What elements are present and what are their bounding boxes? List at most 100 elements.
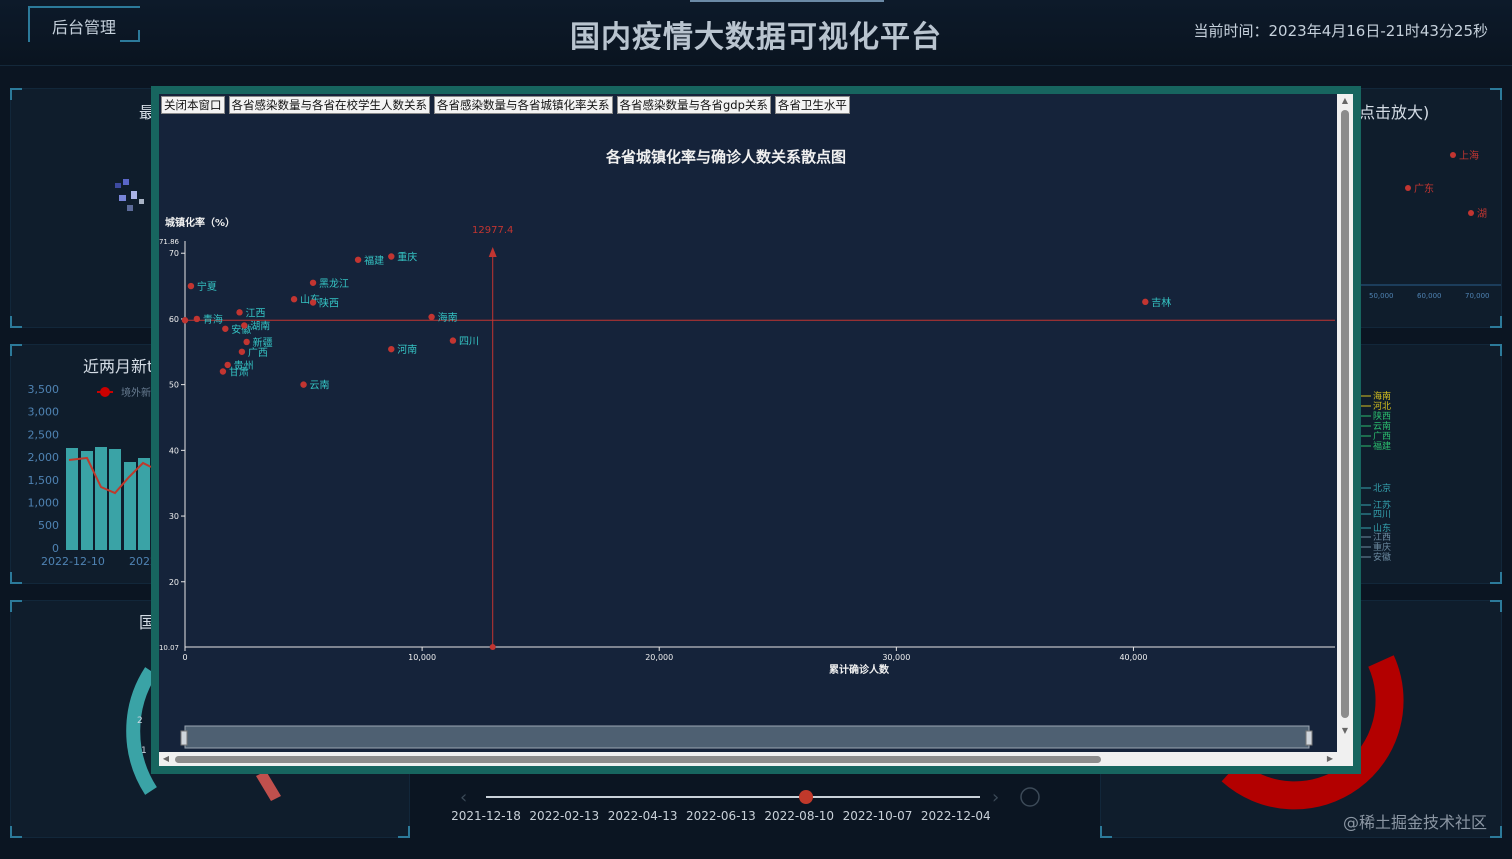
point-label: 湖南 <box>250 319 270 332</box>
title-decoration <box>690 0 884 2</box>
point-label: 云南 <box>310 379 330 392</box>
tab-urbanization[interactable]: 各省感染数量与各省城镇化率关系 <box>434 96 613 114</box>
scatter-point[interactable] <box>428 313 435 321</box>
scatter-point[interactable] <box>241 322 248 329</box>
bg-y-tick: 2,500 <box>28 428 60 441</box>
scatter-point[interactable] <box>236 309 243 316</box>
scatter-point[interactable] <box>193 315 201 323</box>
point-label: 陕西 <box>319 297 339 310</box>
modal-tabbar: 关闭本窗口 各省感染数量与各省在校学生人数关系 各省感染数量与各省城镇化率关系 … <box>161 96 850 114</box>
scatter-point[interactable] <box>187 282 195 290</box>
pie-label: 福建 <box>1373 440 1391 452</box>
timeline-date[interactable]: 2022-02-13 <box>529 809 599 823</box>
datazoom-right-handle[interactable] <box>1305 730 1313 746</box>
horizontal-scrollbar[interactable]: ◀ ▶ <box>159 752 1337 766</box>
point-label: 江西 <box>246 307 266 319</box>
x-tick-label: 0 <box>182 653 187 662</box>
timeline-date[interactable]: 2022-12-04 <box>921 809 991 823</box>
pie-label: 江西 <box>1373 532 1391 543</box>
scroll-down-icon[interactable]: ▼ <box>1341 726 1349 735</box>
markline-arrow-icon <box>488 247 497 257</box>
timeline-date[interactable]: 2022-06-13 <box>686 809 756 823</box>
bg-y-tick: 0 <box>52 542 59 555</box>
timeline-date[interactable]: 2022-10-07 <box>843 809 913 823</box>
markline-x-start <box>489 644 496 650</box>
pie-label: 重庆 <box>1373 541 1391 553</box>
point-label: 福建 <box>364 254 384 267</box>
mid-left-chart-fragment: 境外新 3,500 3,000 2,500 2,000 1,500 1,000 500 0 2… <box>28 383 151 568</box>
datazoom-left-handle[interactable] <box>180 730 188 746</box>
scroll-right-icon[interactable]: ▶ <box>1326 754 1334 763</box>
scatter-point[interactable] <box>224 361 231 369</box>
y-tick-label: 30 <box>169 512 179 521</box>
vertical-scroll-thumb[interactable] <box>1341 110 1349 718</box>
scatter-point[interactable] <box>309 299 317 306</box>
timeline-next-icon[interactable]: › <box>992 787 999 808</box>
horizontal-scroll-thumb[interactable] <box>175 756 1101 763</box>
chart-modal: 关闭本窗口 各省感染数量与各省在校学生人数关系 各省感染数量与各省城镇化率关系 … <box>151 86 1361 774</box>
scatter-point[interactable] <box>300 381 307 388</box>
point-label: 贵州 <box>234 359 254 372</box>
timeline-prev-icon[interactable]: ‹ <box>460 787 467 808</box>
scatter-point[interactable] <box>388 345 395 353</box>
scatter-point[interactable] <box>222 325 229 332</box>
x-axis-label: 累计确诊人数 <box>829 663 890 676</box>
y-tick-label: 50 <box>169 381 179 390</box>
donut-fragment <box>1221 655 1404 810</box>
timeline-handle[interactable] <box>799 790 813 804</box>
page-title: 国内疫情大数据可视化平台 <box>570 20 942 55</box>
scatter-point[interactable] <box>388 253 395 260</box>
point-label: 青海 <box>203 313 223 326</box>
point-label: 山东 <box>300 293 320 306</box>
bg-y-tick: 3,500 <box>28 383 60 396</box>
timeline-date[interactable]: 2022-08-10 <box>764 809 834 823</box>
current-time: 当前时间：2023年4月16日-21时43分25秒 <box>1193 22 1488 40</box>
close-window-button[interactable]: 关闭本窗口 <box>161 96 225 114</box>
scatter-point[interactable] <box>354 256 362 263</box>
scatter-point[interactable] <box>219 368 227 375</box>
y-tick-label: 60 <box>169 315 179 324</box>
point-label: 宁夏 <box>197 280 217 293</box>
point-label: 新疆 <box>253 336 273 349</box>
scroll-left-icon[interactable]: ◀ <box>162 754 170 763</box>
bg-y-tick: 1,500 <box>28 474 60 487</box>
scatter-point[interactable] <box>1142 298 1149 306</box>
scatter-point[interactable] <box>243 338 250 346</box>
y-axis-label: 城镇化率（%） <box>165 216 235 229</box>
admin-link[interactable]: 后台管理 <box>52 18 117 37</box>
point-label: 甘肃 <box>229 365 249 378</box>
point-label: 四川 <box>459 337 479 348</box>
datazoom-slider[interactable] <box>184 725 1310 749</box>
y-tick-label: 20 <box>169 578 179 587</box>
tab-gdp[interactable]: 各省感染数量与各省gdp关系 <box>616 96 771 114</box>
top-right-bar-fragment: 上海 广东 湖 50,000 60,000 70,000 <box>1351 149 1501 300</box>
point-label: 海南 <box>438 311 458 324</box>
scatter-chart: 各省城镇化率与确诊人数关系散点图 城镇化率（%） 累计确诊人数 20 30 40 50… <box>159 148 1335 749</box>
point-label: 黑龙江 <box>319 277 349 290</box>
point-label: 重庆 <box>397 251 417 264</box>
timeline-pause-icon[interactable] <box>1020 787 1040 807</box>
scatter-point[interactable] <box>309 279 317 286</box>
timeline-date[interactable]: 2022-04-13 <box>608 809 678 823</box>
tab-students[interactable]: 各省感染数量与各省在校学生人数关系 <box>228 96 430 114</box>
scatter-point[interactable] <box>181 317 189 324</box>
scatter-point[interactable] <box>449 337 457 344</box>
gauge-tick-1: 1 <box>141 746 147 756</box>
xtick-date-0: 2022-12-10 <box>41 555 105 568</box>
timeline[interactable]: ‹ › 2021-12-18 2022-02-13 2022-04-13 2022-0… <box>440 780 1060 830</box>
panel-mid-left-title: 近两月新t <box>83 357 154 376</box>
xtick-70000: 70,000 <box>1465 292 1490 300</box>
vertical-scrollbar[interactable]: ▲ ▼ <box>1337 94 1353 766</box>
admin-frame-corner <box>120 30 140 42</box>
gauge-tick-2: 2 <box>137 716 143 726</box>
admin-frame <box>28 6 140 42</box>
scroll-up-icon[interactable]: ▲ <box>1341 96 1349 105</box>
scatter-point[interactable] <box>238 348 246 355</box>
xtick-60000: 60,000 <box>1417 292 1442 300</box>
scatter-point[interactable] <box>290 296 298 303</box>
tab-health[interactable]: 各省卫生水平 <box>774 96 850 114</box>
y-tick-label: 70 <box>169 249 179 258</box>
x-tick-label: 20,000 <box>645 653 673 662</box>
timeline-date[interactable]: 2021-12-18 <box>451 809 521 823</box>
